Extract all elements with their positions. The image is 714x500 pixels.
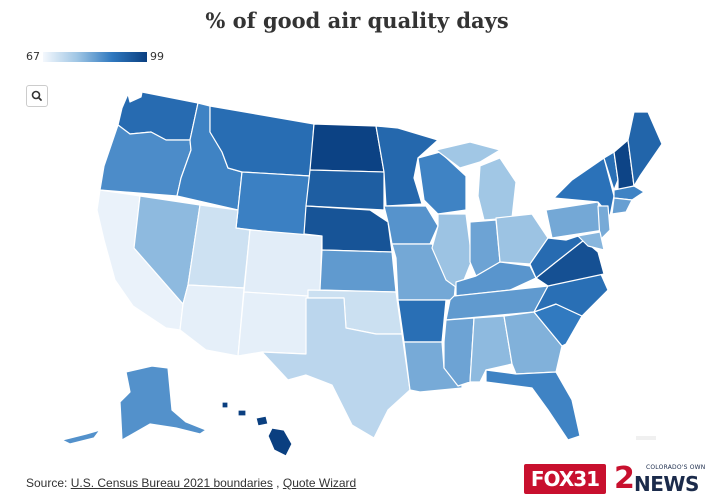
state-ar[interactable] bbox=[397, 299, 447, 343]
source-prefix: Source: bbox=[26, 476, 71, 490]
state-tx[interactable] bbox=[261, 297, 411, 439]
map-title: % of good air quality days bbox=[205, 8, 509, 33]
zoom-button[interactable] bbox=[26, 85, 48, 107]
state-wy[interactable] bbox=[235, 171, 311, 237]
state-mi-up[interactable] bbox=[435, 141, 501, 169]
state-co[interactable] bbox=[243, 229, 323, 299]
state-az[interactable] bbox=[179, 284, 245, 357]
state-nd[interactable] bbox=[309, 123, 385, 173]
source-link-quote-wizard[interactable]: Quote Wizard bbox=[282, 476, 357, 490]
state-ks[interactable] bbox=[319, 249, 397, 293]
news-logo-word: NEWS bbox=[634, 472, 699, 496]
state-ia[interactable] bbox=[383, 205, 439, 245]
legend-min-label: 67 bbox=[26, 50, 40, 63]
state-hi-maui[interactable] bbox=[255, 415, 269, 427]
state-il[interactable] bbox=[431, 213, 473, 291]
state-me[interactable] bbox=[627, 111, 663, 187]
state-nm[interactable] bbox=[237, 291, 309, 357]
state-hi-oahu[interactable] bbox=[237, 409, 247, 417]
channel-2-logo: 2 bbox=[614, 461, 635, 496]
logo-strip: FOX31 2 COLORADO'S OWN NEWS bbox=[524, 462, 714, 498]
state-ma[interactable] bbox=[613, 185, 645, 201]
source-line: Source: U.S. Census Bureau 2021 boundari… bbox=[26, 476, 356, 490]
state-hi-kauai[interactable] bbox=[221, 401, 229, 409]
state-ak-chain[interactable] bbox=[61, 429, 101, 445]
source-separator: , bbox=[272, 476, 283, 490]
state-ct[interactable] bbox=[611, 197, 633, 215]
search-icon bbox=[31, 90, 42, 101]
state-fl[interactable] bbox=[485, 369, 581, 441]
state-mi[interactable] bbox=[477, 157, 517, 221]
logo-tagline: COLORADO'S OWN bbox=[646, 464, 706, 471]
source-link-census[interactable]: U.S. Census Bureau 2021 boundaries bbox=[70, 476, 273, 490]
legend-gradient-bar bbox=[43, 52, 147, 62]
legend-max-label: 99 bbox=[150, 50, 164, 63]
state-sd[interactable] bbox=[305, 169, 385, 211]
state-mn[interactable] bbox=[375, 125, 439, 207]
state-hi-big[interactable] bbox=[267, 427, 293, 457]
state-ak[interactable] bbox=[119, 365, 207, 441]
territory-pr bbox=[636, 436, 656, 440]
state-wa[interactable] bbox=[117, 91, 199, 141]
state-nj[interactable] bbox=[597, 205, 611, 241]
fox31-logo: FOX31 bbox=[524, 464, 606, 494]
state-md[interactable] bbox=[565, 231, 605, 251]
color-legend: 67 99 bbox=[26, 50, 186, 66]
